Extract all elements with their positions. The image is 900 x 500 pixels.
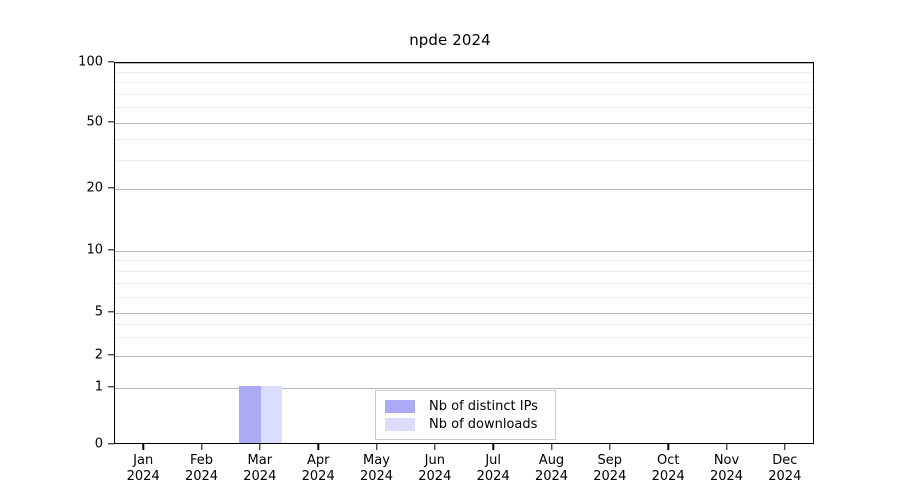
gridline-minor [115,337,813,338]
legend-label: Nb of distinct IPs [429,398,538,414]
x-tick-label-line: 2024 [359,469,394,484]
y-tick-label: 1 [94,379,103,395]
x-tick-label: Jan 2024 [111,453,175,485]
gridlines [115,63,813,443]
y-tick-mark [108,249,114,251]
y-tick-mark [108,386,114,388]
x-tick-label-line: 2024 [301,469,335,484]
chart-legend: Nb of distinct IPs Nb of downloads [375,390,556,440]
x-tick-mark [259,444,261,450]
y-tick-label: 2 [94,347,103,363]
x-tick-label: Sep 2024 [578,453,642,485]
x-tick-label-line: Feb [189,453,214,468]
bars-layer [115,63,813,443]
x-tick-mark [434,444,436,450]
x-tick-mark [492,444,494,450]
x-tick-label: Mar 2024 [228,453,292,485]
gridline-major [115,356,813,357]
y-tick-label: 0 [94,436,103,452]
x-tick-label-line: 2024 [534,469,569,484]
legend-item: Nb of distinct IPs [385,397,547,415]
chart-title: npde 2024 [409,31,491,49]
legend-swatch [385,399,415,413]
x-tick-mark [142,444,144,450]
x-tick-label-line: Jun [424,453,445,468]
gridline-minor [115,296,813,298]
x-tick-mark [609,444,611,450]
x-tick-mark [550,444,553,450]
gridline-minor [115,271,813,272]
y-tick-mark [108,61,114,63]
x-tick-label-line: 2024 [243,469,277,484]
bar [260,386,283,443]
gridline-minor [115,93,813,95]
x-tick-label: Nov 2024 [695,453,759,485]
bar [239,386,261,443]
x-tick-label-line: Jul [485,453,502,468]
legend-item: Nb of downloads [385,415,547,433]
x-tick-label-line: 2024 [126,469,160,484]
x-tick-label-line: 2024 [768,469,802,484]
x-tick-mark [667,444,669,450]
x-tick-label: Feb 2024 [170,453,234,485]
gridline-minor [115,72,813,74]
gridline-major [115,63,813,64]
x-tick-label-line: Sep [597,453,623,468]
gridline-major [115,313,813,314]
y-tick-label: 100 [78,54,103,70]
x-tick-mark [725,444,728,450]
x-tick-label-line: Oct [656,453,680,468]
x-tick-label-line: 2024 [476,469,510,484]
gridline-minor [115,323,813,325]
x-tick-label-line: 2024 [184,469,219,484]
gridline-major [115,388,813,389]
x-tick-mark [200,444,203,450]
gridline-minor [115,159,813,161]
x-tick-label-line: Dec [772,453,798,468]
y-tick-mark [108,311,114,313]
x-tick-label: Jun 2024 [403,453,467,485]
y-tick-mark [108,354,114,356]
x-tick-label: Aug 2024 [520,453,584,485]
x-tick-mark [317,444,319,450]
x-tick-label-line: Nov [713,453,740,468]
y-tick-label: 20 [86,180,103,196]
gridline-minor [115,260,813,262]
gridline-minor [115,107,813,109]
gridline-minor [115,139,813,141]
gridline-major [115,251,813,252]
gridline-minor [115,282,813,284]
legend-label: Nb of downloads [429,416,538,432]
x-tick-label-line: 2024 [593,469,627,484]
legend-swatch [385,417,415,431]
y-tick-mark [108,187,114,189]
x-tick-label-line: 2024 [651,469,685,484]
x-tick-label: Apr 2024 [286,453,350,485]
gridline-major [115,189,813,190]
gridline-minor [115,82,813,84]
y-tick-label: 50 [86,114,103,130]
x-tick-mark [375,444,378,450]
x-tick-label: Oct 2024 [636,453,700,485]
y-tick-mark [108,443,114,445]
x-tick-label: Dec 2024 [753,453,817,485]
plot-area [114,62,814,444]
gridline-major [115,123,813,124]
x-tick-mark [784,444,786,450]
x-tick-label-line: Aug [538,453,565,468]
y-tick-label: 5 [94,304,103,320]
x-axis: Jan 2024 Feb 2024 Mar 2024 Apr 2024 May 2024 Jun 20… [114,444,814,500]
x-tick-label-line: Apr [306,453,330,468]
y-tick-mark [108,121,114,123]
x-tick-label: May 2024 [345,453,409,485]
x-tick-label-line: 2024 [709,469,744,484]
x-tick-label-line: Jan [133,453,154,468]
y-tick-label: 10 [86,242,103,258]
x-tick-label-line: May [363,453,390,468]
x-tick-label-line: 2024 [418,469,452,484]
x-tick-label: Jul 2024 [461,453,525,485]
y-axis: 0 1 2 5 10 20 50 100 [0,55,114,452]
x-tick-label-line: Mar [247,453,273,468]
